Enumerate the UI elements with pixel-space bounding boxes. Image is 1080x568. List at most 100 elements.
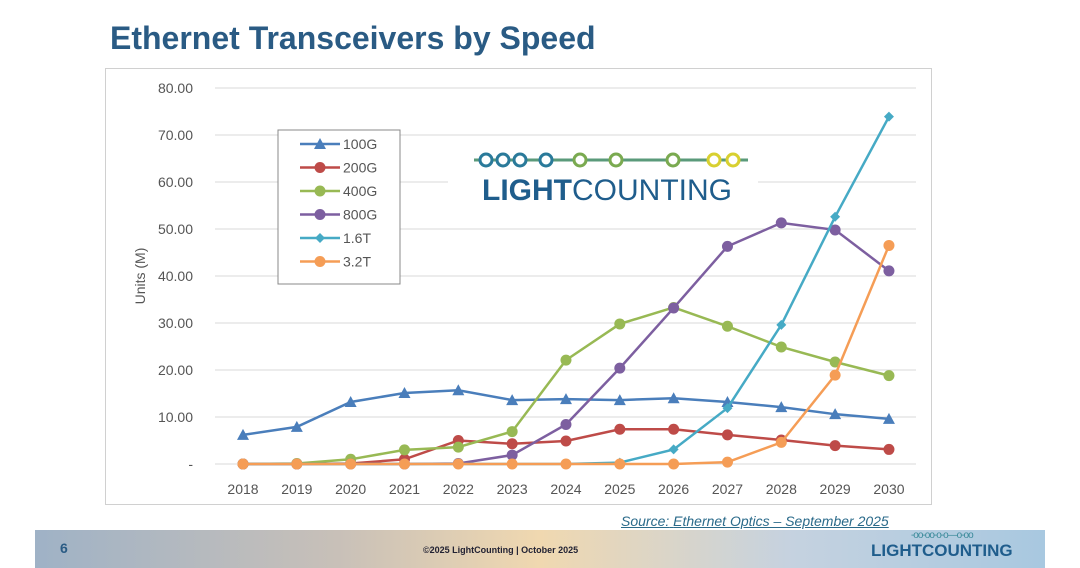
- data-point: [560, 419, 572, 431]
- data-point: [237, 428, 249, 440]
- data-point: [829, 369, 841, 381]
- x-tick-label: 2021: [389, 481, 420, 497]
- y-tick-label: 20.00: [158, 362, 193, 378]
- data-point: [668, 302, 680, 314]
- legend-label: 400G: [343, 183, 377, 199]
- y-tick-label: 50.00: [158, 221, 193, 237]
- data-point: [506, 438, 518, 450]
- copyright: ©2025 LightCounting | October 2025: [423, 545, 579, 555]
- data-point: [452, 458, 464, 470]
- data-point: [452, 441, 464, 453]
- logo-ring-icon: [538, 152, 554, 168]
- x-tick-label: 2024: [550, 481, 581, 497]
- y-tick-label: -: [188, 456, 193, 472]
- data-point: [398, 387, 411, 399]
- x-tick-label: 2022: [443, 481, 474, 497]
- legend-label: 1.6T: [343, 230, 371, 246]
- y-tick-label: 80.00: [158, 80, 193, 96]
- logo-ring-icon: [665, 152, 681, 168]
- data-point: [398, 444, 410, 456]
- source-note[interactable]: Source: Ethernet Optics – September 2025: [621, 513, 889, 529]
- x-tick-label: 2027: [712, 481, 743, 497]
- legend-item: 800G: [300, 207, 377, 223]
- lightcounting-logo: LIGHTCOUNTING: [474, 152, 748, 207]
- data-point: [775, 401, 788, 413]
- data-point: [315, 233, 325, 243]
- x-tick-label: 2030: [873, 481, 904, 497]
- logo-ring-icon: [725, 152, 741, 168]
- data-point: [290, 420, 303, 432]
- data-point: [614, 318, 626, 330]
- logo-ring-icon: [608, 152, 624, 168]
- data-point: [775, 217, 787, 229]
- logo-chain-icon: -oo-oo-o-o—o-oo: [910, 530, 974, 541]
- data-point: [452, 384, 465, 396]
- data-point: [237, 458, 249, 470]
- data-point: [344, 395, 357, 407]
- source-link[interactable]: Ethernet Optics – September 2025: [673, 513, 889, 529]
- data-point: [614, 423, 626, 435]
- data-point: [883, 265, 895, 277]
- x-tick-label: 2019: [281, 481, 312, 497]
- data-point: [398, 458, 410, 470]
- x-tick-label: 2028: [766, 481, 797, 497]
- source-label: Source:: [621, 513, 670, 529]
- legend-label: 800G: [343, 207, 377, 223]
- data-point: [776, 319, 787, 330]
- legend-item: 400G: [300, 183, 377, 199]
- data-point: [506, 394, 519, 406]
- data-point: [668, 444, 679, 455]
- y-tick-label: 30.00: [158, 315, 193, 331]
- data-point: [506, 458, 518, 470]
- data-point: [314, 138, 326, 149]
- data-point: [613, 394, 626, 406]
- y-tick-label: 10.00: [158, 409, 193, 425]
- data-point: [667, 392, 680, 404]
- x-tick-label: 2020: [335, 481, 366, 497]
- data-point: [829, 224, 841, 236]
- legend-item: 1.6T: [300, 230, 371, 246]
- legend-item: 3.2T: [300, 254, 371, 270]
- legend-label: 100G: [343, 136, 377, 152]
- x-tick-label: 2023: [497, 481, 528, 497]
- data-point: [314, 185, 326, 197]
- data-point: [829, 440, 841, 452]
- y-axis-label: Units (M): [132, 248, 148, 305]
- legend-item: 200G: [300, 160, 377, 176]
- y-tick-label: 60.00: [158, 174, 193, 190]
- data-point: [883, 111, 894, 122]
- data-point: [314, 256, 326, 267]
- data-point: [775, 436, 787, 448]
- logo-ring-icon: [478, 152, 494, 168]
- footer-logo-text: LIGHTCOUNTING: [871, 541, 1013, 560]
- data-point: [314, 209, 326, 220]
- data-point: [721, 240, 733, 252]
- data-point: [721, 429, 733, 441]
- data-point: [560, 354, 572, 366]
- data-point: [721, 320, 733, 332]
- x-tick-label: 2026: [658, 481, 689, 497]
- data-point: [830, 211, 841, 222]
- data-point: [559, 393, 572, 405]
- legend-label: 3.2T: [343, 254, 371, 270]
- logo-ring-icon: [512, 152, 528, 168]
- data-point: [314, 162, 326, 173]
- y-tick-label: 40.00: [158, 268, 193, 284]
- data-point: [506, 426, 518, 438]
- x-tick-label: 2025: [604, 481, 635, 497]
- data-point: [882, 412, 895, 424]
- logo-ring-icon: [572, 152, 588, 168]
- x-tick-label: 2018: [227, 481, 258, 497]
- series-100G: [237, 384, 895, 440]
- data-point: [560, 435, 572, 447]
- legend: 100G 200G 400G 800G 1.6T 3.2T: [277, 129, 401, 285]
- data-point: [775, 341, 787, 353]
- footer-bar: 6 ©2025 LightCounting | October 2025 -oo…: [35, 530, 1045, 568]
- logo-ring-icon: [706, 152, 722, 168]
- data-point: [721, 456, 733, 468]
- data-point: [883, 239, 895, 251]
- logo-text: LIGHTCOUNTING: [482, 174, 732, 207]
- data-point: [345, 458, 357, 470]
- legend-label: 200G: [343, 160, 377, 176]
